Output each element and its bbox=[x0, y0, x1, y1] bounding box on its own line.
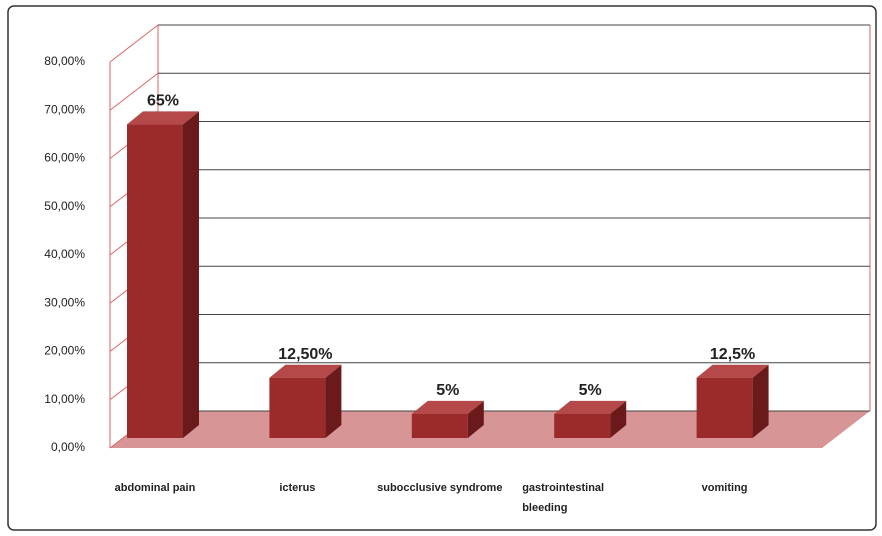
bar-top bbox=[554, 400, 627, 414]
value-label: 5% bbox=[436, 382, 459, 399]
side-grid-line bbox=[109, 72, 159, 111]
bar-side bbox=[467, 400, 484, 438]
y-tick-label: 10,00% bbox=[44, 392, 85, 406]
y-tick-label: 20,00% bbox=[44, 344, 85, 358]
value-label: 12,5% bbox=[710, 346, 755, 363]
side-grid-line bbox=[109, 24, 159, 63]
x-tick-label: icterus bbox=[279, 482, 316, 494]
y-tick-label: 50,00% bbox=[44, 199, 85, 213]
y-tick-label: 30,00% bbox=[44, 295, 85, 309]
bar bbox=[127, 124, 183, 438]
bar-top bbox=[411, 400, 484, 414]
bar-side bbox=[183, 111, 199, 438]
x-tick-label: abdominal pain bbox=[114, 482, 196, 494]
bar bbox=[411, 413, 468, 438]
x-tick-label: vomiting bbox=[701, 482, 748, 494]
bar-top bbox=[127, 111, 199, 125]
bar-top bbox=[696, 364, 769, 378]
value-label: 65% bbox=[147, 93, 179, 110]
frame bbox=[7, 5, 877, 531]
y-tick-label: 0,00% bbox=[51, 440, 85, 454]
y-tick-label: 70,00% bbox=[44, 102, 85, 116]
x-tick-label: gastrointestinal bleeding bbox=[522, 482, 605, 514]
value-label: 12,50% bbox=[278, 346, 332, 363]
y-tick-label: 40,00% bbox=[44, 247, 85, 261]
x-tick-label: subocclusive syndrome bbox=[377, 482, 503, 494]
value-label: 5% bbox=[579, 382, 602, 399]
bar-side bbox=[610, 400, 627, 438]
bar-top bbox=[269, 364, 342, 378]
bar bbox=[269, 377, 326, 438]
bar-side bbox=[325, 364, 342, 438]
bar bbox=[696, 377, 753, 438]
bar-side bbox=[752, 364, 769, 438]
y-tick-label: 80,00% bbox=[44, 54, 85, 68]
y-tick-label: 60,00% bbox=[44, 151, 85, 165]
bar bbox=[554, 413, 611, 438]
